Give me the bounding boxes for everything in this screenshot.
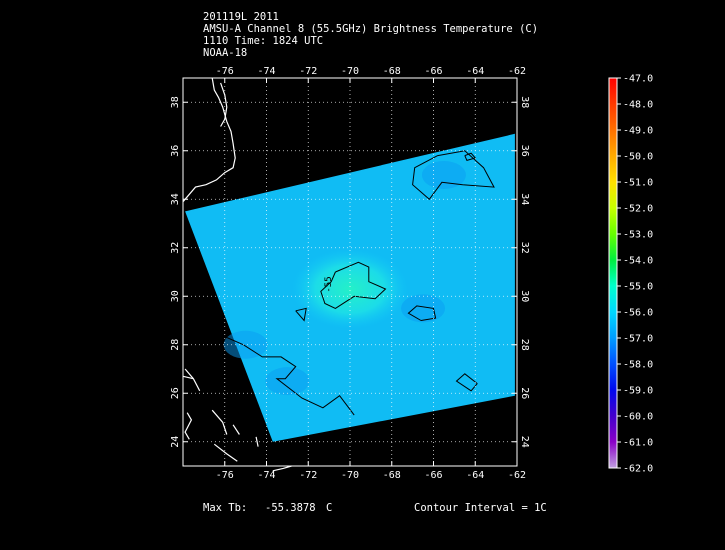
colorbar-label: -53.0 <box>623 230 653 241</box>
x-tick-label-top: -66 <box>424 66 442 77</box>
y-tick-label-left: 32 <box>170 242 181 254</box>
cold-patch <box>401 294 446 323</box>
x-tick-label-bottom: -68 <box>383 470 401 481</box>
header-line-1: 201119L 2011 <box>203 11 279 23</box>
y-tick-label-right: 30 <box>519 290 530 302</box>
colorbar-label: -59.0 <box>623 386 653 397</box>
colorbar-label: -48.0 <box>623 100 653 111</box>
x-tick-label-top: -64 <box>466 66 484 77</box>
colorbar-label: -49.0 <box>623 126 653 137</box>
contour-line <box>455 373 478 392</box>
x-tick-label-top: -62 <box>508 66 526 77</box>
colorbar-label: -50.0 <box>623 152 653 163</box>
island-coast <box>182 375 194 380</box>
contour-line <box>320 261 387 309</box>
x-tick-label-bottom: -76 <box>216 470 234 481</box>
x-tick-label-bottom: -62 <box>508 470 526 481</box>
island-coast <box>255 436 259 447</box>
max-tb-unit: C <box>326 502 333 514</box>
y-tick-label-right: 26 <box>519 387 530 399</box>
y-tick-label-left: 28 <box>170 339 181 351</box>
colorbar-label: -57.0 <box>623 334 653 345</box>
y-tick-label-left: 30 <box>170 290 181 302</box>
y-tick-label-left: 34 <box>170 193 181 205</box>
max-tb-value: -55.3878 <box>265 502 316 514</box>
colorbar-label: -54.0 <box>623 256 653 267</box>
x-tick-label-bottom: -64 <box>466 470 484 481</box>
x-tick-label-bottom: -72 <box>299 470 317 481</box>
chesapeake-shore <box>220 82 228 127</box>
header-line-2: AMSU-A Channel 8 (55.5GHz) Brightness Te… <box>203 23 539 35</box>
y-tick-label-right: 36 <box>519 145 530 157</box>
x-tick-label-top: -76 <box>216 66 234 77</box>
y-tick-label-right: 24 <box>519 436 530 448</box>
us-coastline <box>182 77 236 203</box>
cold-patch <box>265 367 310 396</box>
island-coast <box>213 443 238 462</box>
x-tick-label-top: -70 <box>341 66 359 77</box>
brightness-swath <box>185 133 515 442</box>
island-coast <box>184 412 193 440</box>
island-coast <box>184 368 201 392</box>
colorbar-label: -58.0 <box>623 360 653 371</box>
x-tick-label-top: -68 <box>383 66 401 77</box>
max-tb-label: Max Tb: <box>203 502 248 514</box>
y-tick-label-right: 38 <box>519 96 530 108</box>
y-tick-label-left: 24 <box>170 436 181 448</box>
contour-label: -55 <box>324 276 334 292</box>
x-tick-label-bottom: -74 <box>257 470 275 481</box>
y-tick-label-left: 36 <box>170 145 181 157</box>
island-coast <box>211 409 228 435</box>
colorbar: -47.0 -48.0 -49.0 -50.0 -51.0 -52.0 -53.0 -54.0… <box>608 74 653 475</box>
colorbar-label: -62.0 <box>623 464 653 475</box>
x-tick-label-top: -74 <box>257 66 275 77</box>
colorbar-label: -47.0 <box>623 74 653 85</box>
y-tick-label-left: 26 <box>170 387 181 399</box>
contour-line <box>412 150 495 201</box>
cold-patch <box>421 161 466 189</box>
header-line-4: NOAA-18 <box>203 47 248 59</box>
coastline <box>182 77 292 472</box>
x-tick-label-bottom: -70 <box>341 470 359 481</box>
x-tick-label-top: -72 <box>299 66 317 77</box>
x-tick-label-bottom: -66 <box>424 470 442 481</box>
island-coast <box>232 424 240 435</box>
contour-line <box>295 307 307 322</box>
contour-interval: Contour Interval = 1C <box>414 502 547 514</box>
y-tick-label-right: 34 <box>519 193 530 205</box>
colorbar-strip <box>608 77 618 469</box>
colorbar-label: -61.0 <box>623 438 653 449</box>
warm-core-region <box>292 248 408 329</box>
contour-line <box>191 315 355 416</box>
header-line-3: 1110 Time: 1824 UTC <box>203 35 324 47</box>
colorbar-label: -60.0 <box>623 412 653 423</box>
colorbar-label: -52.0 <box>623 204 653 215</box>
y-tick-label-right: 32 <box>519 242 530 254</box>
y-tick-label-right: 28 <box>519 339 530 351</box>
cold-patch <box>223 330 268 359</box>
axis-ticks: -76 -76 -74 -74 -72 -72 -70 -70 -68 -68 -66 -66 -64 -… <box>170 66 530 481</box>
lat-lon-grid <box>183 78 517 466</box>
colorbar-label: -51.0 <box>623 178 653 189</box>
colorbar-label: -55.0 <box>623 282 653 293</box>
island-coast <box>272 465 292 472</box>
colorbar-label: -56.0 <box>623 308 653 319</box>
y-tick-label-left: 38 <box>170 96 181 108</box>
